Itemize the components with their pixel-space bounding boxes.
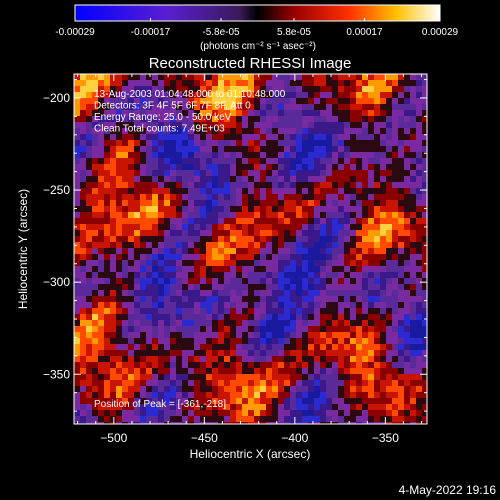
colorbar-tick-label: -0.00017 — [131, 27, 171, 38]
annotation-line: Detectors: 3F 4F 5F 6F 7F 8F, Att 0 — [94, 101, 251, 112]
y-axis-label: Heliocentric Y (arcsec) — [16, 189, 30, 309]
y-tick-label: −200 — [43, 91, 70, 105]
y-tick-label: −300 — [43, 275, 70, 289]
heatmap-image — [74, 74, 427, 424]
x-axis: −500 −450 −400 −350 — [77, 74, 423, 445]
x-tick-label: −500 — [100, 431, 127, 445]
plot-frame — [73, 73, 428, 425]
y-tick-label: −350 — [43, 367, 70, 381]
y-tick-label: −250 — [43, 183, 70, 197]
peak-position-label: Position of Peak = [-361,-218] — [94, 399, 226, 410]
colorbar-tick-label: -0.00029 — [55, 27, 95, 38]
colorbar-tick-label: -5.8e-05 — [202, 27, 240, 38]
footer-date: 4-May-2022 19:16 — [399, 483, 497, 497]
colorbar-tick-label: 5.8e-05 — [277, 27, 311, 38]
annotation-line: Energy Range: 25.0 - 50.0 keV — [94, 112, 232, 123]
annotation-line: Clean Total counts: 7.49E+03 — [94, 124, 225, 135]
colorbar-unit-label: (photons cm⁻² s⁻¹ asec⁻²) — [200, 41, 316, 52]
annotation-block: 13-Aug-2003 01:04:48.000 to 01:10:48.000… — [94, 89, 286, 135]
chart-title: Reconstructed RHESSI Image — [149, 55, 352, 72]
x-axis-label: Heliocentric X (arcsec) — [190, 447, 311, 461]
x-tick-label: −350 — [372, 431, 399, 445]
colorbar-ticks: -0.00029 -0.00017 -5.8e-05 5.8e-05 0.00017 0.… — [55, 18, 459, 38]
y-axis: −200 −250 −300 −350 — [43, 79, 427, 412]
annotation-line: 13-Aug-2003 01:04:48.000 to 01:10:48.000 — [94, 89, 286, 100]
colorbar-tick-label: 0.00029 — [422, 27, 459, 38]
colorbar-tick-label: 0.00017 — [346, 27, 383, 38]
colorbar — [74, 4, 441, 22]
x-tick-label: −450 — [191, 431, 218, 445]
x-tick-label: −400 — [281, 431, 308, 445]
